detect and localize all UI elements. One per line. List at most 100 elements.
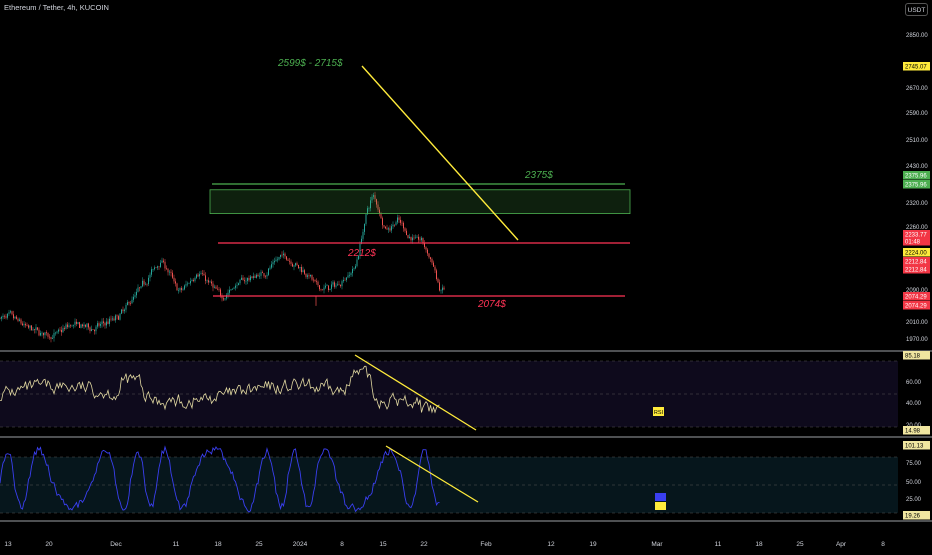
candle-body — [157, 266, 158, 267]
x-tick-label: 22 — [420, 541, 428, 548]
stoch-d-marker — [655, 502, 666, 510]
candle-body — [394, 225, 395, 226]
candle-body — [100, 324, 101, 326]
candle-body — [24, 324, 25, 325]
candle-body — [291, 261, 292, 263]
candle-body — [79, 322, 80, 328]
candle-body — [297, 263, 298, 265]
candle-body — [91, 329, 92, 331]
candle-body — [205, 275, 206, 280]
candle-body — [159, 266, 160, 267]
candle-body — [10, 311, 11, 312]
candle-body — [282, 255, 283, 256]
candle-body — [174, 278, 175, 282]
candle-body — [114, 319, 115, 321]
y-tick-label: 1970.00 — [906, 337, 928, 343]
candle-body — [279, 257, 280, 260]
candle-body — [408, 235, 409, 238]
candle-body — [405, 228, 406, 231]
x-tick-label: Dec — [110, 541, 122, 548]
candle-body — [210, 282, 211, 283]
stoch-tag-text: 19.26 — [905, 514, 921, 520]
candle-body — [172, 273, 173, 278]
candle-body — [112, 319, 113, 320]
candle-body — [43, 333, 44, 335]
candle-body — [76, 322, 77, 324]
candle-body — [333, 282, 334, 284]
candle-body — [195, 278, 196, 281]
candle-body — [432, 259, 433, 263]
symbol-title: Ethereum / Tether, 4h, KUCOIN — [4, 3, 109, 12]
candle-body — [49, 337, 50, 338]
candle-body — [412, 238, 413, 241]
price-tag-text: 2375.96 — [905, 174, 927, 180]
candle-body — [343, 280, 344, 281]
candles — [0, 192, 445, 342]
candle-body — [334, 282, 335, 286]
x-tick-label: Feb — [480, 541, 492, 548]
candle-body — [184, 286, 185, 290]
candle-body — [301, 267, 302, 272]
candle-body — [223, 298, 224, 299]
price-tag: 2375.96 — [903, 180, 930, 189]
candle-body — [126, 305, 127, 310]
candle-body — [387, 228, 388, 229]
candle-body — [273, 262, 274, 264]
currency-button[interactable]: USDT — [905, 3, 928, 16]
candle-body — [316, 281, 317, 282]
candle-body — [321, 289, 322, 290]
candle-body — [123, 310, 124, 312]
candle-body — [315, 280, 316, 281]
supply-zone — [210, 190, 630, 214]
candle-body — [391, 226, 392, 230]
candle-body — [346, 277, 347, 280]
candle-body — [426, 247, 427, 250]
candle-body — [175, 281, 176, 283]
candle-body — [214, 287, 215, 288]
zone-label: 2599$ - 2715$ — [277, 58, 343, 69]
candle-body — [217, 289, 218, 290]
candle-body — [286, 256, 287, 259]
candle-body — [400, 220, 401, 223]
candle-body — [85, 325, 86, 327]
candle-body — [27, 325, 28, 326]
candle-body — [232, 289, 233, 290]
x-tick-label: 18 — [755, 541, 763, 548]
price-tag: 01:48 — [903, 237, 930, 246]
y-tick-label: 2590.00 — [906, 111, 928, 117]
price-tag-text: 2745.07 — [905, 65, 927, 71]
candle-body — [162, 261, 163, 263]
candle-body — [61, 330, 62, 332]
candle-body — [349, 275, 350, 276]
x-tick-label: 18 — [214, 541, 222, 548]
candle-body — [130, 303, 131, 304]
candle-body — [166, 268, 167, 269]
candle-body — [111, 319, 112, 320]
candle-body — [99, 323, 100, 326]
candle-body — [241, 278, 242, 280]
candle-body — [357, 260, 358, 267]
candle-body — [67, 325, 68, 327]
candle-body — [51, 337, 52, 339]
candle-body — [382, 218, 383, 225]
candle-body — [3, 316, 4, 317]
candle-body — [427, 250, 428, 254]
rsi-tag: 14.98 — [903, 426, 930, 435]
price-tag: 2212.84 — [903, 265, 930, 274]
candle-body — [267, 275, 268, 276]
candle-body — [165, 262, 166, 269]
price-tag-text: 2074.29 — [905, 304, 927, 310]
candle-body — [247, 278, 248, 281]
candle-body — [148, 278, 149, 284]
candle-body — [261, 272, 262, 276]
candle-body — [88, 324, 89, 328]
candle-body — [331, 284, 332, 288]
candle-body — [225, 298, 226, 299]
candle-body — [40, 333, 41, 335]
candle-body — [106, 322, 107, 326]
candle-body — [312, 275, 313, 280]
candle-body — [78, 322, 79, 324]
candle-body — [160, 263, 161, 267]
